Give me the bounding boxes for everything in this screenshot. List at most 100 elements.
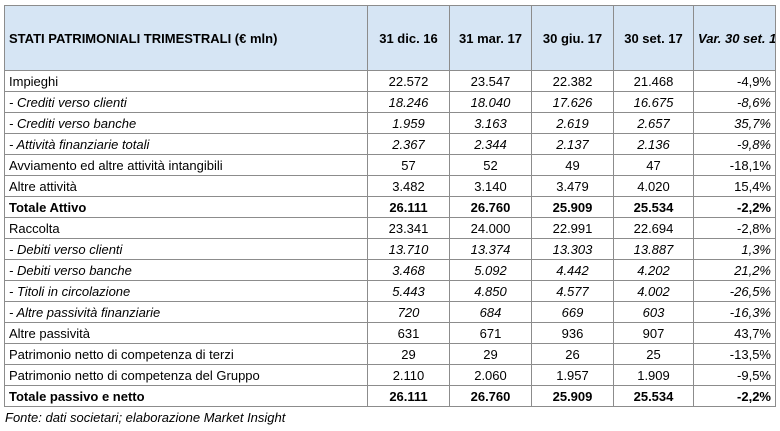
value-cell: 26 xyxy=(531,343,614,365)
value-cell: 3.479 xyxy=(531,175,614,197)
header-31-mar-17: 31 mar. 17 xyxy=(449,5,532,71)
table-body: Impieghi 22.572 23.547 22.382 21.468 -4,9% - C… xyxy=(4,70,776,407)
value-cell: 5.443 xyxy=(367,280,450,302)
value-cell: 21.468 xyxy=(613,70,694,92)
variation-cell: -9,8% xyxy=(693,133,776,155)
row-label: Patrimonio netto di competenza di terzi xyxy=(4,343,368,365)
table-row: Impieghi 22.572 23.547 22.382 21.468 -4,9% xyxy=(4,70,776,92)
header-31-dic-16: 31 dic. 16 xyxy=(367,5,450,71)
variation-cell: -18,1% xyxy=(693,154,776,176)
table-row: Avviamento ed altre attività intangibili… xyxy=(4,154,776,176)
variation-cell: -4,9% xyxy=(693,70,776,92)
value-cell: 2.110 xyxy=(367,364,450,386)
row-label: Altre attività xyxy=(4,175,368,197)
value-cell: 2.137 xyxy=(531,133,614,155)
row-label: - Crediti verso banche xyxy=(4,112,368,134)
value-cell: 57 xyxy=(367,154,450,176)
value-cell: 720 xyxy=(367,301,450,323)
value-cell: 13.374 xyxy=(449,238,532,260)
value-cell: 4.577 xyxy=(531,280,614,302)
value-cell: 25.534 xyxy=(613,385,694,407)
variation-cell: 15,4% xyxy=(693,175,776,197)
value-cell: 26.111 xyxy=(367,385,450,407)
header-30-giu-17: 30 giu. 17 xyxy=(531,5,614,71)
table-row: Altre passività 631 671 936 907 43,7% xyxy=(4,322,776,344)
value-cell: 3.468 xyxy=(367,259,450,281)
variation-cell: 43,7% xyxy=(693,322,776,344)
variation-cell: -13,5% xyxy=(693,343,776,365)
row-label: - Crediti verso clienti xyxy=(4,91,368,113)
value-cell: 16.675 xyxy=(613,91,694,113)
value-cell: 52 xyxy=(449,154,532,176)
row-label: - Titoli in circolazione xyxy=(4,280,368,302)
table-row: - Titoli in circolazione 5.443 4.850 4.577 4… xyxy=(4,280,776,302)
row-label: - Debiti verso clienti xyxy=(4,238,368,260)
table-row: - Debiti verso clienti 13.710 13.374 13.303… xyxy=(4,238,776,260)
table-row: Totale Attivo 26.111 26.760 25.909 25.534 -2,… xyxy=(4,196,776,218)
value-cell: 684 xyxy=(449,301,532,323)
value-cell: 1.959 xyxy=(367,112,450,134)
row-label: Impieghi xyxy=(4,70,368,92)
value-cell: 25.909 xyxy=(531,385,614,407)
value-cell: 3.482 xyxy=(367,175,450,197)
value-cell: 22.694 xyxy=(613,217,694,239)
value-cell: 2.367 xyxy=(367,133,450,155)
variation-cell: 1,3% xyxy=(693,238,776,260)
variation-cell: -2,2% xyxy=(693,385,776,407)
value-cell: 2.060 xyxy=(449,364,532,386)
table-row: - Attività finanziarie totali 2.367 2.344 2… xyxy=(4,133,776,155)
header-title: STATI PATRIMONIALI TRIMESTRALI (€ mln) xyxy=(4,5,368,71)
value-cell: 671 xyxy=(449,322,532,344)
row-label: Totale Attivo xyxy=(4,196,368,218)
value-cell: 22.991 xyxy=(531,217,614,239)
variation-cell: 21,2% xyxy=(693,259,776,281)
value-cell: 25.534 xyxy=(613,196,694,218)
value-cell: 2.344 xyxy=(449,133,532,155)
value-cell: 936 xyxy=(531,322,614,344)
balance-sheet-table: STATI PATRIMONIALI TRIMESTRALI (€ mln) 3… xyxy=(4,5,776,407)
value-cell: 22.572 xyxy=(367,70,450,92)
header-30-set-17: 30 set. 17 xyxy=(613,5,694,71)
value-cell: 603 xyxy=(613,301,694,323)
value-cell: 49 xyxy=(531,154,614,176)
value-cell: 3.140 xyxy=(449,175,532,197)
value-cell: 26.760 xyxy=(449,385,532,407)
table-row: - Altre passività finanziarie 720 684 669 60… xyxy=(4,301,776,323)
value-cell: 2.619 xyxy=(531,112,614,134)
value-cell: 25.909 xyxy=(531,196,614,218)
table-row: Raccolta 23.341 24.000 22.991 22.694 -2,8% xyxy=(4,217,776,239)
value-cell: 13.303 xyxy=(531,238,614,260)
value-cell: 907 xyxy=(613,322,694,344)
variation-cell: -26,5% xyxy=(693,280,776,302)
value-cell: 26.760 xyxy=(449,196,532,218)
value-cell: 23.341 xyxy=(367,217,450,239)
value-cell: 47 xyxy=(613,154,694,176)
value-cell: 17.626 xyxy=(531,91,614,113)
row-label: - Attività finanziarie totali xyxy=(4,133,368,155)
value-cell: 4.002 xyxy=(613,280,694,302)
row-label: Raccolta xyxy=(4,217,368,239)
table-row: Totale passivo e netto 26.111 26.760 25.909… xyxy=(4,385,776,407)
value-cell: 2.657 xyxy=(613,112,694,134)
value-cell: 29 xyxy=(367,343,450,365)
value-cell: 24.000 xyxy=(449,217,532,239)
source-note: Fonte: dati societari; elaborazione Mark… xyxy=(5,410,286,425)
row-label: Altre passività xyxy=(4,322,368,344)
value-cell: 29 xyxy=(449,343,532,365)
value-cell: 25 xyxy=(613,343,694,365)
variation-cell: -16,3% xyxy=(693,301,776,323)
table-row: - Debiti verso banche 3.468 5.092 4.442 4.20… xyxy=(4,259,776,281)
value-cell: 3.163 xyxy=(449,112,532,134)
variation-cell: -8,6% xyxy=(693,91,776,113)
value-cell: 18.040 xyxy=(449,91,532,113)
variation-cell: -9,5% xyxy=(693,364,776,386)
variation-cell: -2,2% xyxy=(693,196,776,218)
variation-cell: 35,7% xyxy=(693,112,776,134)
value-cell: 1.957 xyxy=(531,364,614,386)
value-cell: 18.246 xyxy=(367,91,450,113)
variation-cell: -2,8% xyxy=(693,217,776,239)
header-row: STATI PATRIMONIALI TRIMESTRALI (€ mln) 3… xyxy=(4,5,776,71)
value-cell: 669 xyxy=(531,301,614,323)
value-cell: 5.092 xyxy=(449,259,532,281)
header-variation: Var. 30 set. 17/31 dic. 16 xyxy=(693,5,776,71)
